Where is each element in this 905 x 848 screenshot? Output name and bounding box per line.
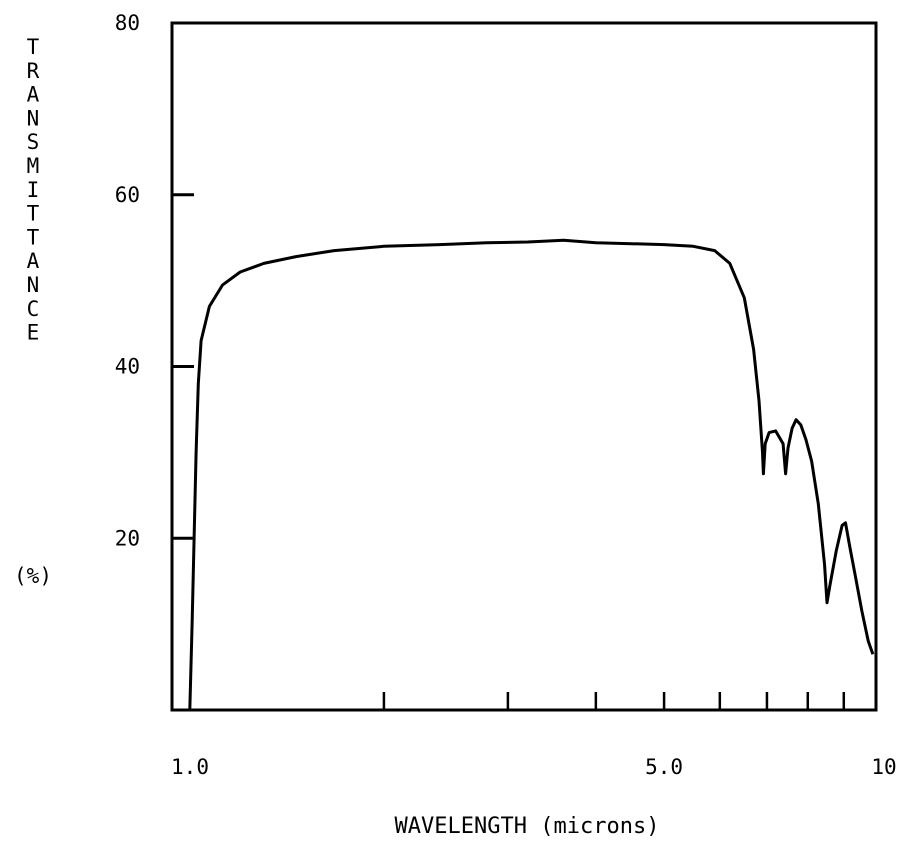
y-axis-tick-labels: 20 40 60 80 bbox=[115, 11, 140, 550]
y-tick-label-2: 60 bbox=[115, 183, 140, 207]
y-axis-unit-label: (%) bbox=[14, 564, 52, 588]
y-axis-label-letter: T bbox=[27, 35, 40, 59]
x-axis-ticks bbox=[382, 692, 846, 710]
y-axis-label-letter: T bbox=[27, 225, 40, 249]
plot-frame bbox=[170, 21, 878, 712]
y-axis-label-letter: N bbox=[27, 106, 40, 130]
x-tick-label-1: 5.0 bbox=[645, 755, 683, 779]
x-axis-label: WAVELENGTH (microns) bbox=[395, 814, 660, 839]
y-axis-ticks bbox=[172, 193, 194, 540]
x-axis-tick-labels: 1.0 5.0 10 bbox=[171, 755, 897, 779]
y-axis-label-letter: T bbox=[27, 202, 40, 226]
x-tick-label-2: 10 bbox=[871, 755, 896, 779]
y-axis-label-letter: R bbox=[27, 59, 40, 83]
y-axis-label-letter: A bbox=[27, 249, 40, 273]
y-axis-label-letter: E bbox=[27, 321, 40, 345]
transmittance-curve bbox=[188, 238, 875, 711]
y-tick-label-0: 20 bbox=[115, 526, 140, 550]
x-tick-label-0: 1.0 bbox=[171, 755, 209, 779]
y-axis-label-letter: I bbox=[27, 178, 40, 202]
y-axis-label-letter: N bbox=[27, 273, 40, 297]
y-tick-label-3: 80 bbox=[115, 11, 140, 35]
y-axis-label-letter: M bbox=[27, 154, 40, 178]
y-axis-label-letter: C bbox=[27, 297, 40, 321]
y-tick-label-1: 40 bbox=[115, 355, 140, 379]
y-axis-label-letter: S bbox=[27, 130, 40, 154]
y-axis-label-letter: A bbox=[27, 83, 40, 107]
